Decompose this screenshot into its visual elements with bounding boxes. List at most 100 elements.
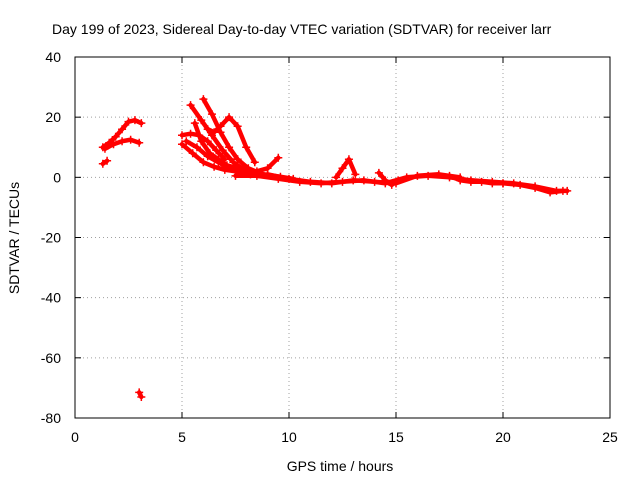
- data-point: [332, 173, 341, 182]
- data-point: [225, 143, 234, 152]
- data-point: [214, 155, 223, 164]
- data-point: [250, 158, 259, 167]
- series-track-c: [98, 156, 112, 168]
- data-point: [210, 162, 219, 171]
- data-point: [222, 161, 231, 170]
- series-line: [265, 172, 463, 186]
- data-point: [118, 137, 127, 146]
- data-point: [186, 129, 195, 138]
- data-point: [531, 183, 540, 192]
- x-tick-label: 0: [71, 429, 79, 445]
- data-point: [197, 116, 206, 125]
- data-point: [192, 143, 201, 152]
- data-point: [111, 132, 120, 141]
- data-point: [137, 119, 146, 128]
- series-track-b: [100, 135, 144, 153]
- x-tick-label: 20: [495, 429, 511, 445]
- data-point: [135, 138, 144, 147]
- grid-lines: [75, 57, 610, 418]
- data-point: [182, 137, 191, 146]
- data-point: [98, 159, 107, 168]
- data-point: [218, 146, 227, 155]
- data-point: [118, 125, 127, 134]
- data-point: [456, 176, 465, 185]
- series-track-d: [135, 388, 146, 401]
- data-point: [387, 180, 396, 189]
- data-point: [135, 388, 144, 397]
- data-point: [349, 176, 358, 185]
- data-point: [263, 170, 272, 179]
- x-tick-label: 25: [602, 429, 618, 445]
- chart-title: Day 199 of 2023, Sidereal Day-to-day VTE…: [52, 21, 552, 37]
- data-point: [225, 113, 234, 122]
- y-tick-label: 0: [53, 169, 61, 185]
- data-point: [338, 164, 347, 173]
- y-tick-label: -20: [41, 230, 61, 246]
- data-point: [190, 119, 199, 128]
- data-point: [178, 140, 186, 149]
- data-point: [477, 177, 486, 186]
- series-track-n: [332, 155, 360, 182]
- y-axis-label: SDTVAR / TECUs: [6, 182, 22, 294]
- data-point: [374, 168, 383, 177]
- data-point: [199, 158, 208, 167]
- data-point: [274, 153, 283, 162]
- plot-frame: [74, 56, 611, 419]
- data-point: [126, 135, 135, 144]
- data-point: [124, 117, 133, 126]
- data-point: [203, 125, 212, 134]
- data-point: [109, 140, 118, 149]
- data-point: [244, 164, 253, 173]
- data-point: [205, 149, 214, 158]
- data-point: [558, 186, 567, 195]
- data-point: [130, 116, 139, 125]
- data-point: [233, 122, 242, 131]
- data-point: [546, 188, 555, 197]
- series-track-m: [263, 170, 465, 188]
- series-track-q: [499, 179, 567, 197]
- data-point: [434, 170, 443, 179]
- data-point: [207, 110, 216, 119]
- x-tick-label: 5: [178, 429, 186, 445]
- series-line: [333, 157, 358, 180]
- data-point: [103, 156, 112, 165]
- data-point: [344, 155, 353, 164]
- data-point: [306, 177, 315, 186]
- data-point: [488, 179, 497, 188]
- y-tick-label: -80: [41, 410, 61, 426]
- data-point: [252, 171, 261, 180]
- data-point: [233, 155, 242, 164]
- data-point: [199, 95, 208, 104]
- series-line: [376, 170, 401, 188]
- data-series: [98, 95, 572, 401]
- data-point: [370, 177, 379, 186]
- data-point: [137, 392, 146, 401]
- data-point: [466, 177, 475, 186]
- data-point: [216, 122, 225, 131]
- data-point: [186, 101, 195, 110]
- data-point: [327, 179, 336, 188]
- data-point: [499, 179, 507, 188]
- y-tick-label: 40: [45, 49, 61, 65]
- data-point: [210, 128, 219, 137]
- y-tick-label: 20: [45, 109, 61, 125]
- data-point: [242, 143, 251, 152]
- x-tick-label: 10: [281, 429, 297, 445]
- data-point: [351, 170, 360, 179]
- data-point: [413, 171, 422, 180]
- series-track-o: [374, 168, 403, 189]
- data-point: [516, 180, 525, 189]
- x-tick-label: 15: [388, 429, 404, 445]
- data-point: [100, 144, 109, 153]
- data-point: [229, 158, 238, 167]
- y-tick-label: -60: [41, 350, 61, 366]
- tick-labels: 0 5 10 15 20 25 -80 -60 -40 -20 0 20 40: [41, 49, 618, 445]
- series-track-k: [203, 113, 259, 167]
- data-point: [231, 171, 240, 180]
- data-point: [394, 176, 403, 185]
- data-point: [445, 171, 454, 180]
- data-point: [188, 149, 197, 158]
- data-point: [381, 176, 390, 185]
